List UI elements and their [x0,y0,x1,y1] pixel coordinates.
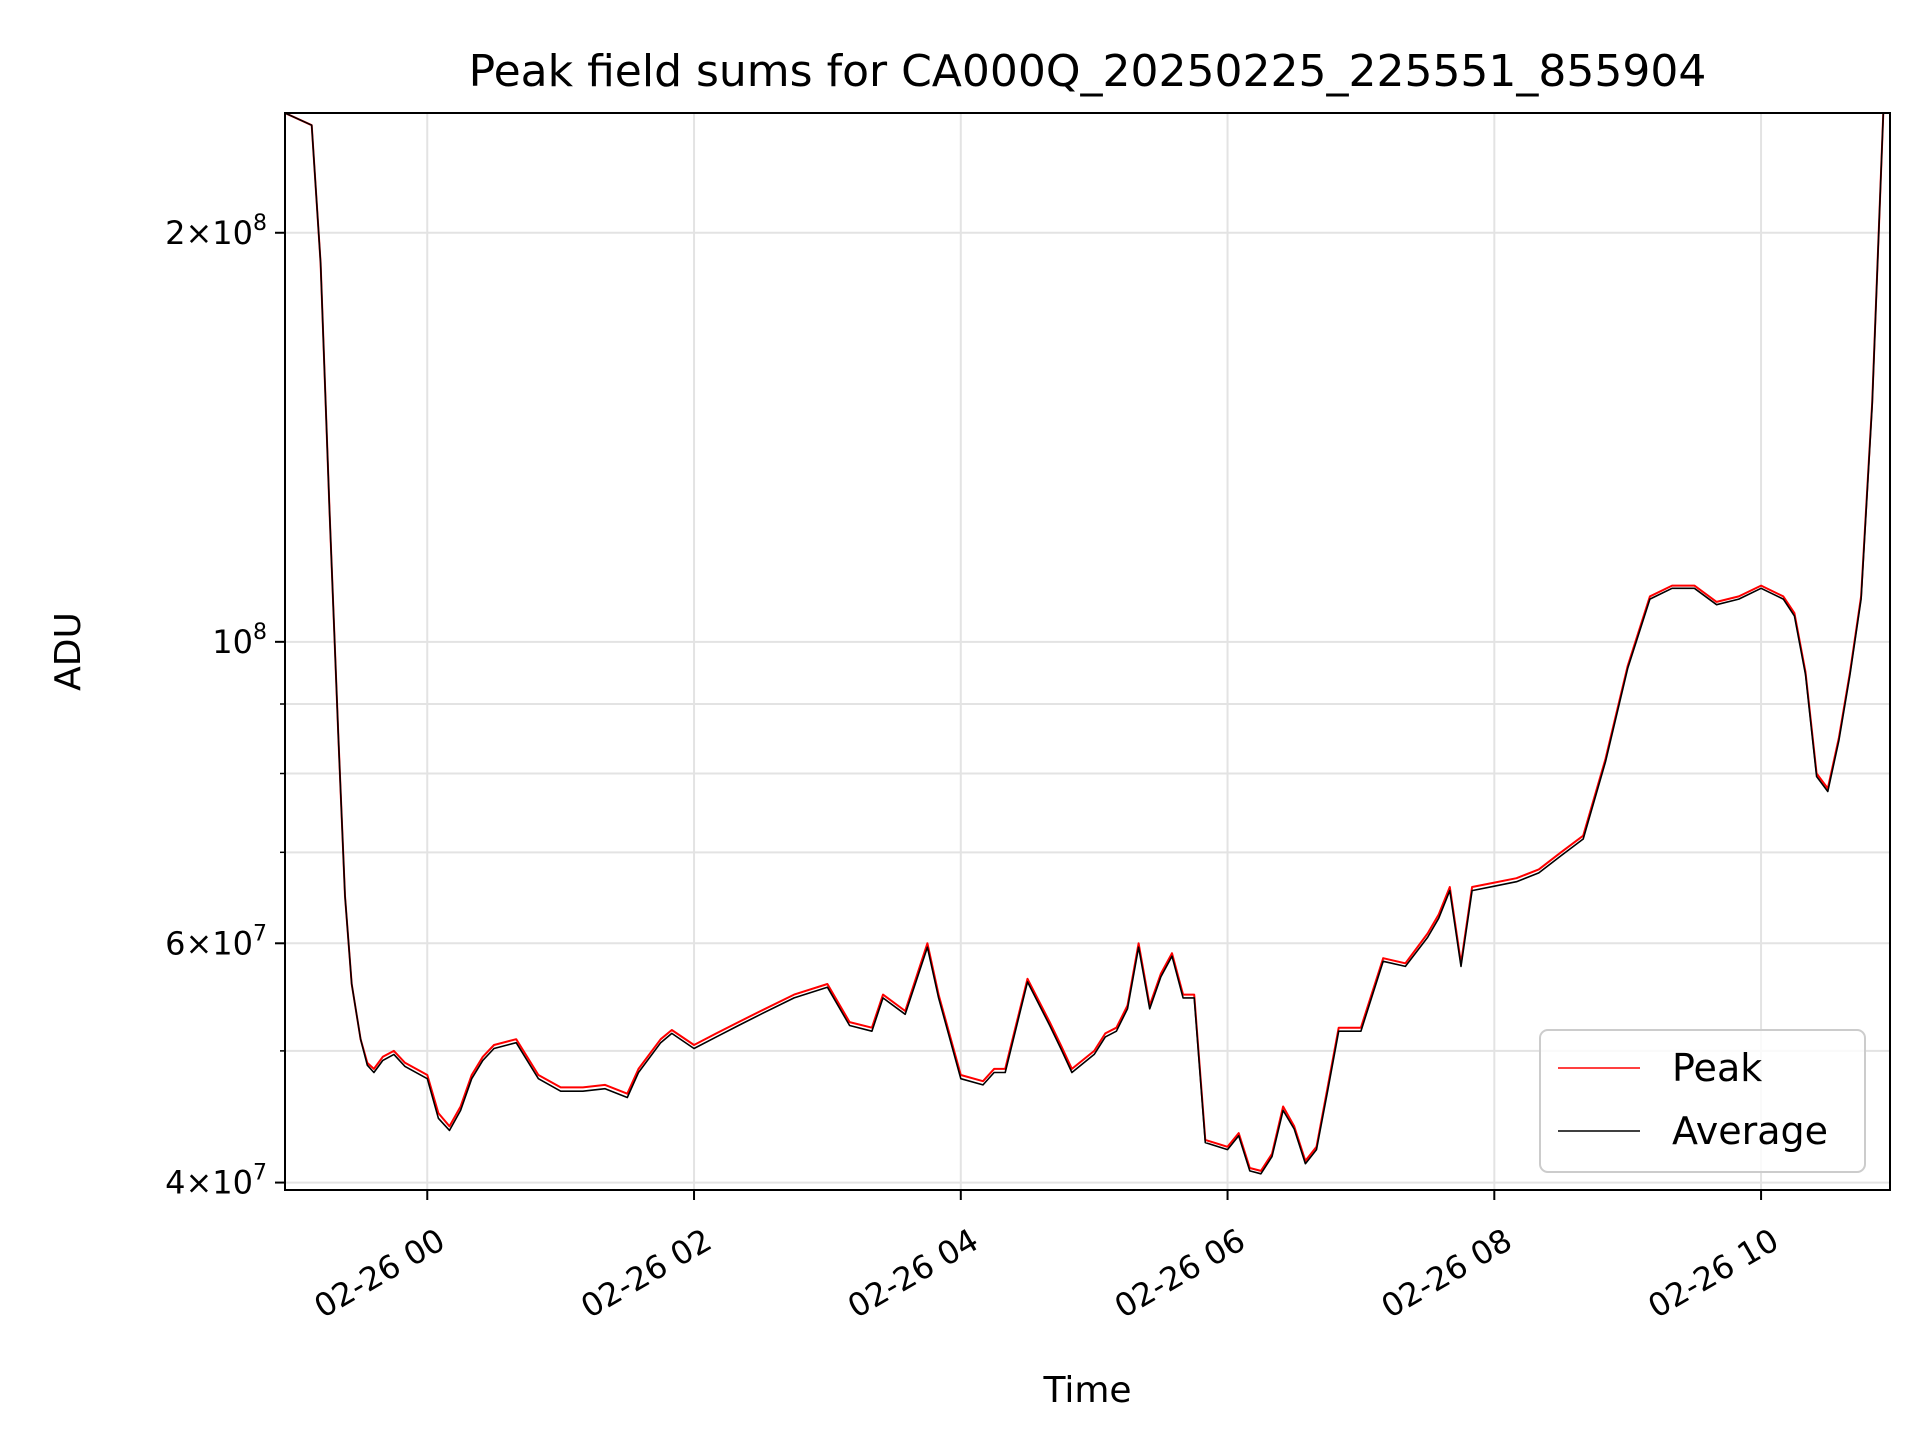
y-axis: 4×107 6×107 108 2×108 [165,211,285,1202]
y-tick-label: 108 [212,620,267,661]
y-tick-label: 6×107 [165,921,267,962]
chart-title: Peak field sums for CA000Q_20250225_2255… [469,46,1707,97]
series-line-average [285,113,1885,1175]
legend-label-average: Average [1672,1109,1828,1153]
legend-box [1539,1029,1866,1173]
plot-series [285,113,1885,1175]
legend: Peak Average [1539,1029,1866,1173]
x-axis-label: Time [1042,1370,1131,1411]
y-axis-label: ADU [48,612,89,691]
legend-label-peak: Peak [1672,1046,1762,1090]
grid [285,113,1890,1190]
plot-frame [284,112,1891,1191]
y-tick-label: 4×107 [165,1161,267,1202]
y-tick-label: 2×108 [165,211,267,252]
